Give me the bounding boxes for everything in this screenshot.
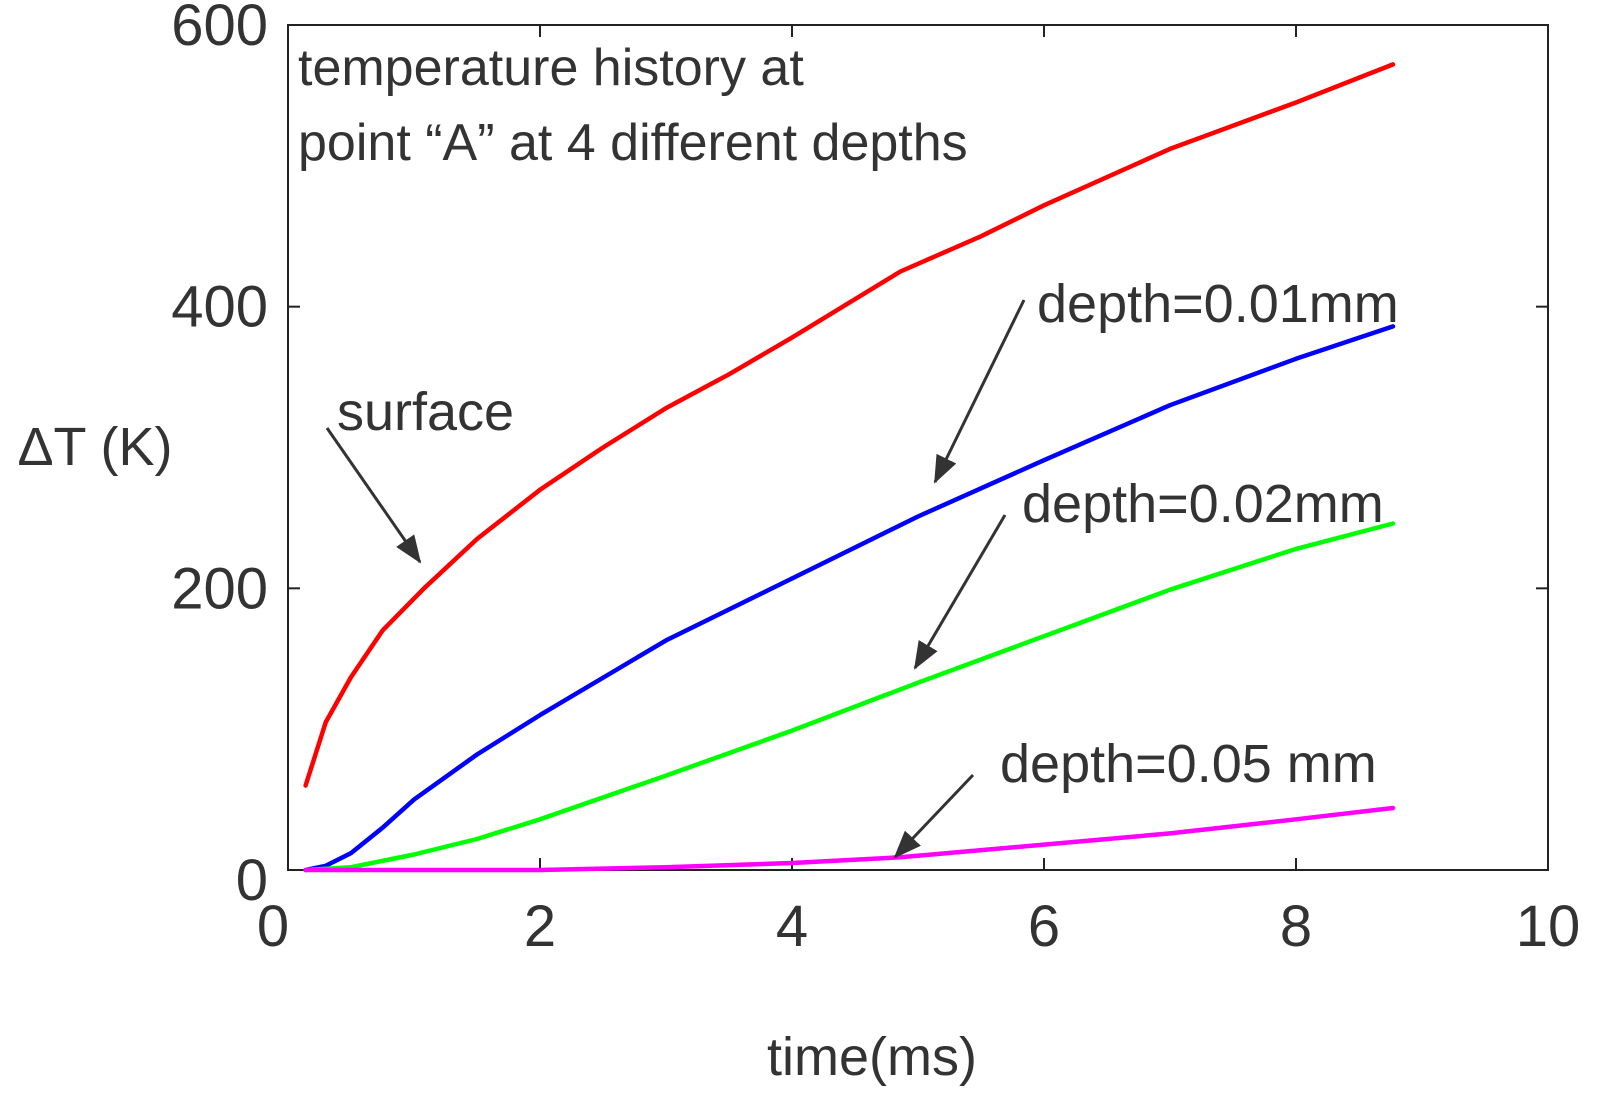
annotation-arrow bbox=[913, 514, 1007, 670]
annotation-arrow bbox=[893, 773, 975, 859]
annotation-arrow bbox=[325, 427, 422, 564]
series-label: depth=0.01mm bbox=[1037, 274, 1399, 334]
series-label: depth=0.02mm bbox=[1022, 474, 1384, 534]
y-tick-label: 600 bbox=[171, 0, 268, 58]
x-tick-label: 0 bbox=[257, 894, 289, 959]
y-tick-label: 0 bbox=[236, 848, 268, 913]
series-label: surface bbox=[337, 382, 514, 442]
series-line-3 bbox=[303, 805, 1396, 873]
x-tick-label: 8 bbox=[1280, 894, 1312, 959]
series-label: depth=0.05 mm bbox=[1000, 734, 1377, 794]
y-tick-label: 200 bbox=[171, 556, 268, 621]
y-axis-label: ΔT (K) bbox=[17, 417, 172, 477]
x-tick-label: 6 bbox=[1028, 894, 1060, 959]
plot-frame bbox=[287, 24, 1549, 871]
x-tick-label: 10 bbox=[1516, 894, 1581, 959]
annotation-title-line-1: temperature history at bbox=[298, 39, 804, 97]
y-tick-label: 400 bbox=[171, 275, 268, 340]
series-line-2 bbox=[303, 521, 1396, 873]
series-line-1 bbox=[303, 324, 1396, 873]
series-line-0 bbox=[303, 62, 1396, 788]
x-tick-label: 2 bbox=[524, 894, 556, 959]
annotation-arrow bbox=[933, 299, 1026, 484]
annotation-title-line-2: point “A” at 4 different depths bbox=[298, 114, 968, 172]
x-tick-label: 4 bbox=[776, 894, 808, 959]
x-axis-label: time(ms) bbox=[767, 1027, 977, 1087]
